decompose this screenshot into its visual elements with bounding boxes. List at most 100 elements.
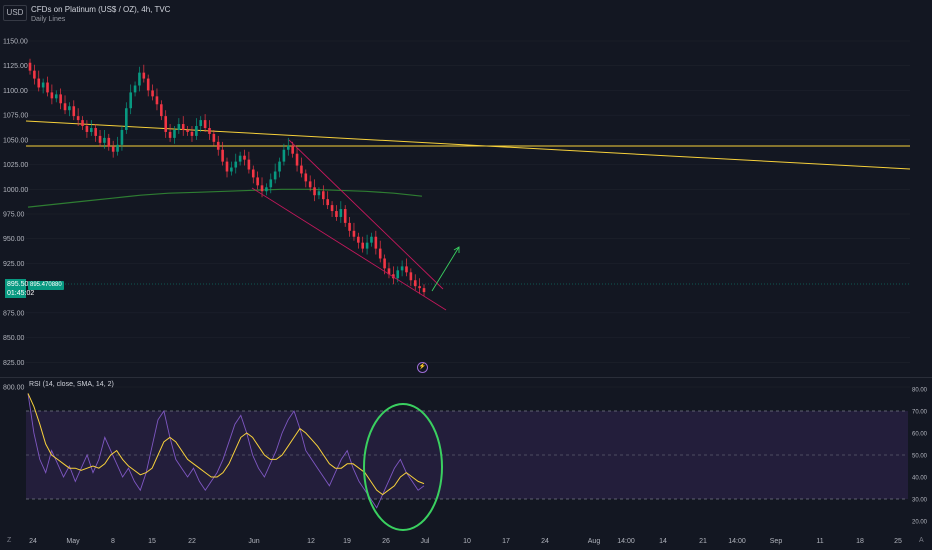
yellow-trendline[interactable] <box>25 120 911 170</box>
go-to-realtime-button[interactable]: ⚡ <box>417 362 428 373</box>
candle-body <box>343 209 347 223</box>
candle-body <box>291 145 294 154</box>
candle-body <box>413 280 417 287</box>
indicator-label[interactable]: Daily Lines <box>31 16 66 23</box>
candle-body <box>190 131 194 136</box>
candle-body <box>37 78 41 88</box>
symbol-title[interactable]: CFDs on Platinum (US$ / OZ), 4h, TVC <box>31 5 171 14</box>
zoom-corner-button[interactable]: Z <box>7 537 12 544</box>
rsi-indicator-label[interactable]: RSI (14, close, SMA, 14, 2) <box>29 381 114 388</box>
candle-body <box>107 137 111 147</box>
breakout-arrow[interactable] <box>431 246 460 292</box>
candle-body <box>181 124 185 130</box>
candle-body <box>94 127 97 136</box>
candle-body <box>418 286 421 289</box>
candle-body <box>400 266 404 271</box>
candle-body <box>247 159 251 170</box>
candle-body <box>89 127 93 132</box>
candle-body <box>46 82 49 93</box>
candle-body <box>208 127 211 134</box>
candle-body <box>50 92 54 99</box>
candle-body <box>278 161 281 172</box>
time-tick-label: 18 <box>856 538 864 545</box>
green-moving-average <box>27 188 423 208</box>
candle-body <box>286 145 290 150</box>
price-tick-label: 1125.00 <box>3 63 28 70</box>
currency-badge[interactable]: USD <box>3 5 27 21</box>
candle-body <box>142 72 146 79</box>
price-tick-label: 850.00 <box>3 335 25 342</box>
time-tick-label: Jun <box>248 538 259 545</box>
candle-body <box>33 70 36 79</box>
candle-body <box>269 179 273 188</box>
candle-body <box>326 199 329 206</box>
pane-separator[interactable] <box>0 377 932 378</box>
candle-body <box>230 167 233 172</box>
candle-body <box>304 173 308 182</box>
time-tick-label: 21 <box>699 538 707 545</box>
candle-body <box>317 191 321 196</box>
candle-body <box>330 205 334 212</box>
candle-body <box>28 62 32 71</box>
candle-body <box>378 248 382 259</box>
candle-body <box>273 171 277 180</box>
candle-body <box>339 209 343 217</box>
candle-body <box>133 85 137 93</box>
candle-body <box>129 92 132 109</box>
candle-body <box>120 129 124 145</box>
price-axis[interactable]: 1150.00 1125.00 1100.00 1075.00 1050.00 1025.… <box>3 39 28 392</box>
candle-body <box>422 288 426 293</box>
candle-body <box>313 187 316 196</box>
candle-body <box>243 155 246 160</box>
candle-body <box>186 129 189 132</box>
candle-body <box>221 149 224 162</box>
time-tick-label: 17 <box>502 538 510 545</box>
time-tick-label: 10 <box>463 538 471 545</box>
candle-body <box>396 270 400 279</box>
candle-body <box>164 116 168 132</box>
candle-body <box>59 94 62 104</box>
rsi-tick-label: 80.00 <box>912 388 928 394</box>
rsi-tick-label: 30.00 <box>912 498 928 504</box>
candle-body <box>405 266 408 273</box>
candle-body <box>352 230 356 237</box>
candle-body <box>138 72 141 86</box>
candles <box>28 58 426 297</box>
rsi-axis[interactable]: 80.00 70.00 60.00 50.00 40.00 30.00 20.00 <box>912 388 928 526</box>
candle-body <box>125 108 128 130</box>
candle-body <box>116 144 119 152</box>
time-tick-label: 26 <box>382 538 390 545</box>
wedge-lower-line[interactable] <box>251 187 447 311</box>
candle-body <box>370 236 373 243</box>
candle-body <box>41 82 45 88</box>
rsi-line <box>27 393 425 509</box>
grid-lines <box>26 40 910 388</box>
candle-body <box>225 161 229 172</box>
candle-body <box>357 236 360 243</box>
candle-body <box>81 120 84 127</box>
rsi-tick-label: 40.00 <box>912 476 928 482</box>
candle-body <box>68 106 71 111</box>
candle-body <box>216 141 220 150</box>
candle-body <box>173 129 176 138</box>
price-tick-label: 1050.00 <box>3 137 28 144</box>
candle-body <box>260 185 264 192</box>
candle-body <box>383 258 386 269</box>
price-tick-label: 1150.00 <box>3 39 28 46</box>
time-axis[interactable]: 24 May 8 15 22 Jun 12 19 26 Jul 10 17 24 Aug 14:00 14 21… <box>29 538 902 545</box>
price-tick-label: 1025.00 <box>3 162 28 169</box>
price-pill: 895.470880 <box>28 281 64 290</box>
price-tick-label: 1100.00 <box>3 88 28 95</box>
candle-body <box>256 177 259 186</box>
time-tick-label: 14 <box>659 538 667 545</box>
candle-body <box>195 126 198 136</box>
candle-body <box>63 103 67 111</box>
rsi-highlight-circle[interactable] <box>363 403 443 531</box>
wedge-upper-line[interactable] <box>288 139 444 290</box>
candle-body <box>387 268 391 275</box>
time-tick-label: 25 <box>894 538 902 545</box>
auto-scale-button[interactable]: A <box>919 537 924 544</box>
candle-body <box>409 272 413 281</box>
time-tick-label: 14:00 <box>617 538 635 545</box>
